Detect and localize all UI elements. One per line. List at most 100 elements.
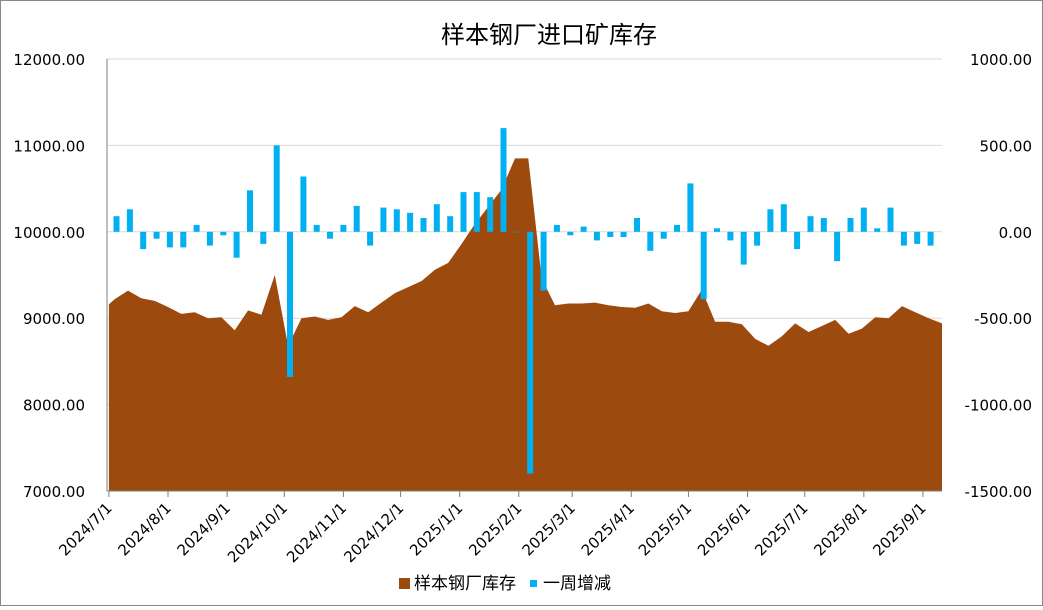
x-tick-label: 2025/4/1 <box>578 499 638 559</box>
y-left-tick-label: 12000.00 <box>13 51 85 69</box>
weekly-change-bar <box>487 197 494 232</box>
weekly-change-bar <box>580 226 587 232</box>
weekly-change-bar <box>647 231 654 251</box>
x-tick-label: 2025/1/1 <box>406 499 466 559</box>
weekly-change-bar <box>220 231 227 236</box>
y-right-tick-label: 0.00 <box>999 224 1032 242</box>
weekly-change-bar <box>180 231 187 248</box>
weekly-change-bar <box>527 231 534 474</box>
weekly-change-bar <box>927 231 934 246</box>
weekly-change-bar <box>593 231 600 241</box>
weekly-change-bar <box>206 231 213 246</box>
weekly-change-bar <box>260 231 267 244</box>
x-tick-label: 2024/9/1 <box>174 499 234 559</box>
weekly-change-bar <box>740 231 747 265</box>
weekly-change-bar <box>834 231 841 262</box>
weekly-change-bar <box>367 231 374 246</box>
y-left-tick-label: 8000.00 <box>23 397 85 415</box>
weekly-change-bar <box>233 231 240 258</box>
inventory-area <box>108 158 942 491</box>
weekly-change-bar <box>166 231 173 248</box>
weekly-change-bar <box>380 207 387 232</box>
weekly-change-bar <box>353 205 360 232</box>
weekly-change-bar <box>460 192 467 232</box>
weekly-change-bar <box>914 231 921 244</box>
weekly-change-bar <box>247 190 253 232</box>
weekly-change-bar <box>513 231 520 233</box>
weekly-change-bar <box>900 231 907 246</box>
x-tick-label: 2025/5/1 <box>635 499 695 559</box>
weekly-change-bar <box>700 231 707 300</box>
weekly-change-bar <box>887 207 894 232</box>
weekly-change-bars <box>113 128 934 474</box>
weekly-change-bar <box>193 224 200 232</box>
weekly-change-bar <box>567 231 574 236</box>
legend: 样本钢厂库存 一周增减 <box>399 574 611 594</box>
weekly-change-bar <box>313 224 320 232</box>
weekly-change-bar <box>634 218 640 232</box>
weekly-change-bar <box>153 231 160 239</box>
x-tick-label: 2025/2/1 <box>465 499 525 559</box>
y-right-tick-label: 1000.00 <box>970 51 1032 69</box>
x-tick-label: 2025/3/1 <box>519 499 579 559</box>
y-right-tick-label: -1500.00 <box>965 483 1032 501</box>
weekly-change-bar <box>393 209 400 232</box>
weekly-change-bar <box>767 209 774 232</box>
legend-swatch-inventory <box>399 578 410 589</box>
weekly-change-bar <box>794 231 801 250</box>
weekly-change-bar <box>847 218 854 232</box>
legend-label-weekly-change: 一周增减 <box>543 574 611 594</box>
weekly-change-bar <box>420 218 427 232</box>
weekly-change-bar <box>620 231 627 237</box>
y-left-tick-label: 11000.00 <box>13 137 85 155</box>
x-tick-label: 2025/8/1 <box>810 499 870 559</box>
weekly-change-bar <box>660 231 667 239</box>
weekly-change-bar <box>780 204 787 232</box>
y-left-tick-label: 10000.00 <box>13 224 85 242</box>
chart-title: 样本钢厂进口矿库存 <box>441 21 657 49</box>
x-tick-label: 2025/7/1 <box>751 499 811 559</box>
y-right-tick-label: -1000.00 <box>965 397 1032 415</box>
weekly-change-bar <box>500 128 507 232</box>
weekly-change-bar <box>687 183 694 232</box>
x-tick-label: 2024/8/1 <box>114 499 174 559</box>
weekly-change-bar <box>553 224 560 232</box>
weekly-change-bar <box>433 204 440 232</box>
weekly-change-bar <box>860 207 867 232</box>
weekly-change-bar <box>807 216 814 232</box>
weekly-change-bar <box>874 228 881 232</box>
weekly-change-bar <box>754 231 761 246</box>
weekly-change-bar <box>727 231 734 241</box>
weekly-change-bar <box>674 224 680 232</box>
weekly-change-bar <box>287 231 293 377</box>
weekly-change-bar <box>327 231 333 239</box>
x-tick-label: 2024/10/1 <box>224 499 291 566</box>
legend-label-inventory: 样本钢厂库存 <box>414 574 516 594</box>
weekly-change-bar <box>607 231 614 237</box>
x-tick-label: 2024/11/1 <box>283 499 350 566</box>
weekly-change-bar <box>140 231 147 250</box>
weekly-change-bar <box>273 145 280 232</box>
y-left-tick-label: 9000.00 <box>23 310 85 328</box>
y-right-tick-label: -500.00 <box>974 310 1032 328</box>
weekly-change-bar <box>540 231 547 291</box>
weekly-change-bar <box>407 212 414 232</box>
weekly-change-bar <box>447 216 454 232</box>
x-tick-label: 2024/7/1 <box>55 499 115 559</box>
weekly-change-bar <box>126 209 133 232</box>
x-tick-label: 2025/9/1 <box>869 499 929 559</box>
weekly-change-bar <box>300 176 307 232</box>
weekly-change-bar <box>714 228 720 232</box>
x-tick-label: 2025/6/1 <box>694 499 754 559</box>
legend-swatch-weekly-change <box>530 580 537 587</box>
weekly-change-bar <box>473 192 480 232</box>
inventory-area-layer <box>108 158 942 491</box>
weekly-change-bar <box>820 218 827 232</box>
y-right-tick-label: 500.00 <box>980 137 1033 155</box>
x-tick-label: 2024/12/1 <box>340 499 407 566</box>
y-left-tick-label: 7000.00 <box>23 483 85 501</box>
weekly-change-bar <box>113 216 120 232</box>
weekly-change-bar <box>340 224 347 232</box>
